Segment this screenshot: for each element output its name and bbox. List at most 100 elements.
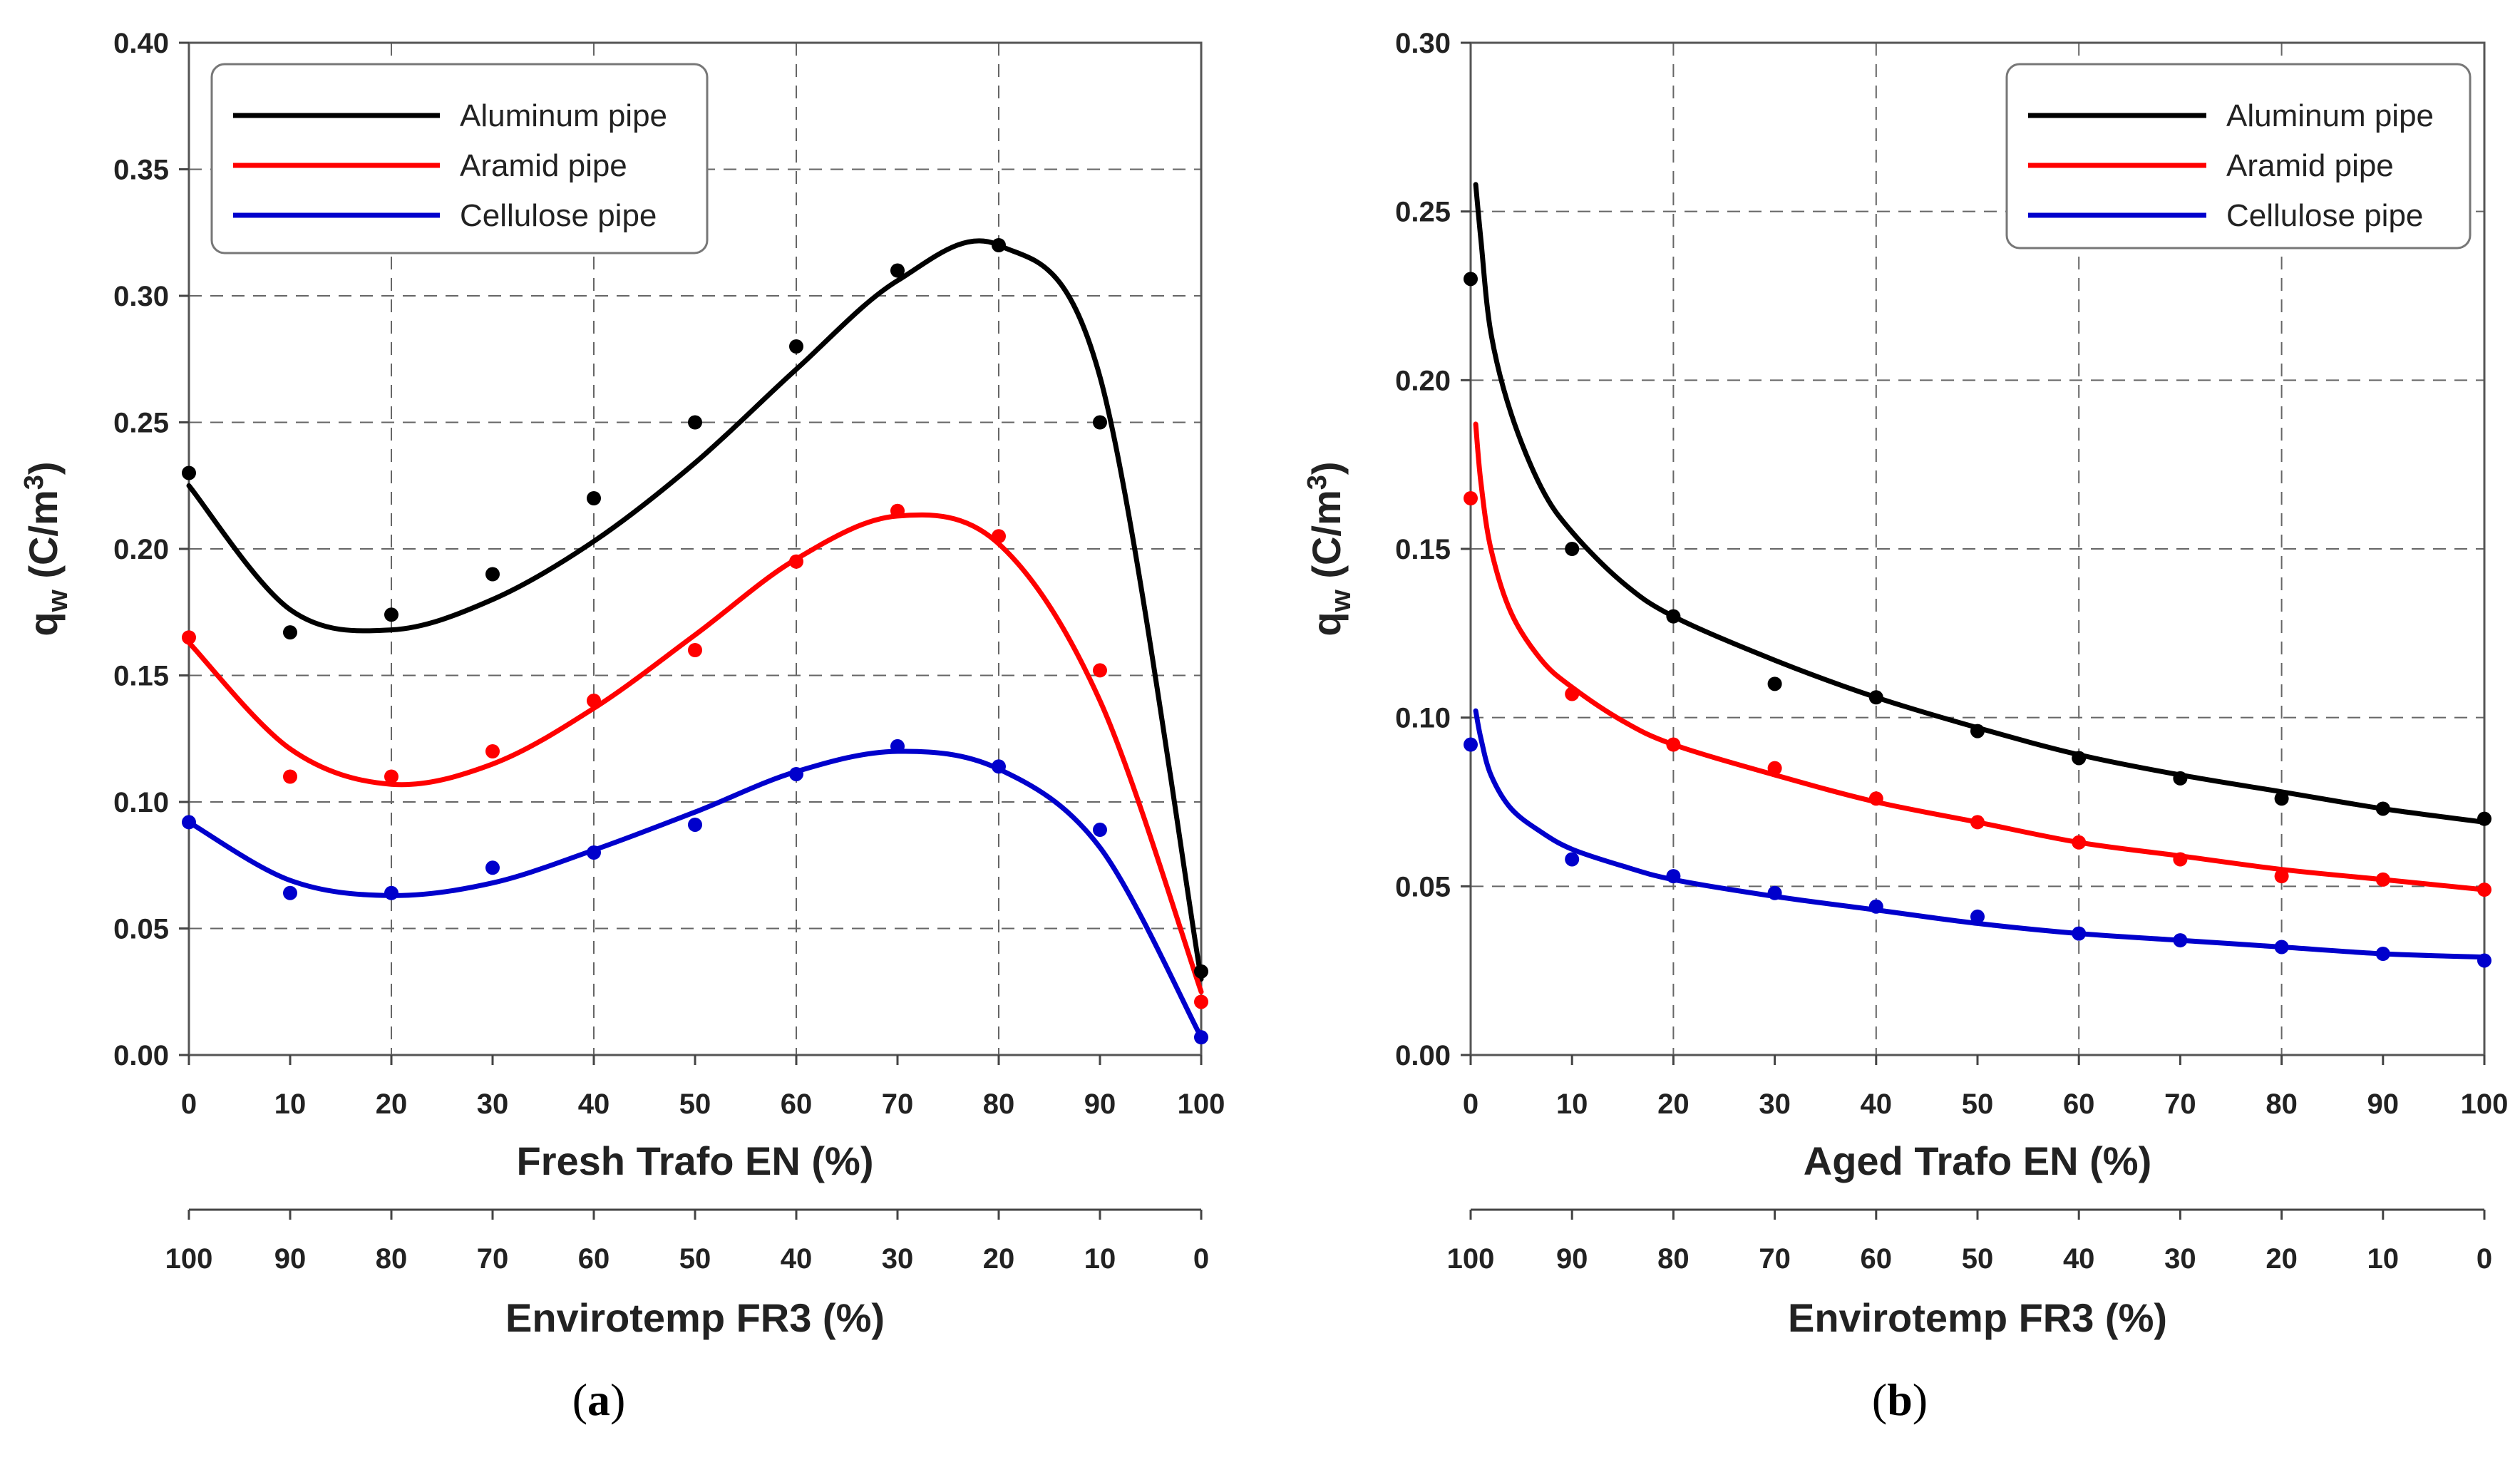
data-point-aluminum-pipe bbox=[384, 607, 398, 622]
x-tick-label: 10 bbox=[1556, 1089, 1588, 1120]
x-tick-label: 40 bbox=[578, 1089, 610, 1120]
x-tick-label: 40 bbox=[1861, 1089, 1893, 1120]
data-point-aluminum-pipe bbox=[182, 465, 196, 480]
data-point-cellulose-pipe bbox=[1093, 823, 1107, 838]
y-tick-label: 0.15 bbox=[113, 661, 169, 692]
data-point-aramid-pipe bbox=[1565, 686, 1580, 701]
x-ticks: 0 10 20 30 40 50 60 70 80 90 100 bbox=[1463, 1055, 2509, 1120]
legend-label: Aramid pipe bbox=[460, 148, 627, 183]
x-tick-label: 70 bbox=[2164, 1089, 2196, 1120]
data-point-cellulose-pipe bbox=[182, 815, 196, 830]
secondary-x-tick-label: 100 bbox=[1447, 1243, 1495, 1275]
secondary-x-tick-label: 10 bbox=[1084, 1243, 1116, 1275]
data-point-cellulose-pipe bbox=[485, 860, 500, 875]
data-point-aramid-pipe bbox=[1868, 791, 1883, 806]
y-tick-label: 0.15 bbox=[1395, 534, 1451, 565]
data-point-aluminum-pipe bbox=[485, 567, 500, 582]
secondary-x-tick-label: 30 bbox=[882, 1243, 914, 1275]
x-tick-label: 90 bbox=[1084, 1089, 1116, 1120]
data-point-cellulose-pipe bbox=[992, 759, 1006, 774]
legend-label: Cellulose pipe bbox=[2226, 198, 2423, 233]
y-tick-label: 0.35 bbox=[113, 155, 169, 186]
y-tick-label: 0.40 bbox=[113, 28, 169, 59]
secondary-x-axis: 100 90 80 70 60 50 40 30 20 10 0 bbox=[1447, 1208, 2492, 1275]
data-point-aramid-pipe bbox=[2173, 852, 2188, 867]
secondary-x-tick-label: 40 bbox=[2063, 1243, 2095, 1275]
secondary-x-tick-label: 40 bbox=[781, 1243, 813, 1275]
y-tick-label: 0.25 bbox=[1395, 197, 1451, 228]
y-tick-label: 0.10 bbox=[113, 787, 169, 818]
data-point-cellulose-pipe bbox=[587, 845, 601, 860]
data-point-aluminum-pipe bbox=[283, 625, 297, 640]
x-tick-label: 100 bbox=[2461, 1089, 2509, 1120]
y-tick-label: 0.20 bbox=[1395, 365, 1451, 396]
secondary-x-tick-label: 20 bbox=[2266, 1243, 2298, 1275]
secondary-x-tick-label: 60 bbox=[1861, 1243, 1893, 1275]
data-point-aramid-pipe bbox=[2477, 882, 2491, 897]
data-point-cellulose-pipe bbox=[688, 817, 702, 832]
y-axis-title: qw (C/m3) bbox=[1302, 461, 1357, 636]
y-tick-label: 0.30 bbox=[1395, 28, 1451, 59]
secondary-x-tick-label: 0 bbox=[1193, 1243, 1209, 1275]
data-point-aramid-pipe bbox=[890, 503, 905, 518]
data-point-aluminum-pipe bbox=[2173, 771, 2188, 786]
secondary-x-tick-label: 0 bbox=[2477, 1243, 2492, 1275]
data-point-aramid-pipe bbox=[2375, 872, 2390, 887]
data-point-aramid-pipe bbox=[485, 744, 500, 758]
x-tick-label: 30 bbox=[1759, 1089, 1791, 1120]
data-point-aramid-pipe bbox=[283, 769, 297, 784]
series-line-cellulose-pipe bbox=[186, 748, 1204, 1040]
y-tick-label: 0.20 bbox=[113, 534, 169, 565]
y-tick-label: 0.30 bbox=[113, 281, 169, 312]
data-point-aluminum-pipe bbox=[1767, 676, 1782, 691]
data-point-cellulose-pipe bbox=[1970, 909, 1985, 924]
secondary-x-tick-label: 30 bbox=[2164, 1243, 2196, 1275]
y-tick-label: 0.05 bbox=[1395, 871, 1451, 902]
legend-label: Aramid pipe bbox=[2226, 148, 2394, 183]
data-point-aramid-pipe bbox=[789, 554, 803, 569]
x-tick-label: 20 bbox=[376, 1089, 408, 1120]
data-point-cellulose-pipe bbox=[1565, 852, 1580, 867]
y-axis-title: qw (C/m3) bbox=[19, 461, 73, 636]
legend-label: Aluminum pipe bbox=[2226, 98, 2434, 133]
data-point-cellulose-pipe bbox=[384, 885, 398, 900]
legend-label: Cellulose pipe bbox=[460, 198, 657, 233]
data-point-aluminum-pipe bbox=[1868, 690, 1883, 705]
secondary-x-tick-label: 60 bbox=[578, 1243, 610, 1275]
x-ticks: 0 10 20 30 40 50 60 70 80 90 100 bbox=[181, 1055, 1225, 1120]
legend: Aluminum pipe Aramid pipe Cellulose pipe bbox=[210, 63, 709, 254]
x-tick-label: 0 bbox=[1463, 1089, 1478, 1120]
data-point-aluminum-pipe bbox=[1093, 415, 1107, 430]
data-point-aluminum-pipe bbox=[1970, 724, 1985, 739]
data-point-aramid-pipe bbox=[182, 630, 196, 645]
secondary-x-tick-label: 50 bbox=[1962, 1243, 1994, 1275]
data-point-aramid-pipe bbox=[1464, 491, 1478, 505]
x-axis-title: Aged Trafo EN (%) bbox=[1804, 1138, 2151, 1183]
panel-caption: (a) bbox=[572, 1374, 626, 1425]
y-ticks: 0.00 0.05 0.10 0.15 0.20 0.25 0.30 bbox=[1395, 28, 1471, 1071]
series-line-aluminum-pipe bbox=[186, 238, 1204, 982]
secondary-x-tick-label: 10 bbox=[2367, 1243, 2400, 1275]
data-point-aluminum-pipe bbox=[2072, 751, 2087, 766]
x-tick-label: 0 bbox=[181, 1089, 197, 1120]
data-point-cellulose-pipe bbox=[283, 885, 297, 900]
secondary-x-tick-label: 70 bbox=[1759, 1243, 1791, 1275]
secondary-x-tick-label: 20 bbox=[983, 1243, 1015, 1275]
data-point-aramid-pipe bbox=[2274, 869, 2289, 884]
panel-caption: (b) bbox=[1872, 1374, 1928, 1425]
y-tick-label: 0.00 bbox=[1395, 1040, 1451, 1071]
y-tick-label: 0.00 bbox=[113, 1040, 169, 1071]
chart-panel-a: 0.00 0.05 0.10 0.15 0.20 0.25 0.30 0.35 0.40 0 10… bbox=[19, 28, 1225, 1425]
data-point-aluminum-pipe bbox=[890, 263, 905, 278]
data-point-cellulose-pipe bbox=[2173, 933, 2188, 948]
data-point-cellulose-pipe bbox=[1868, 899, 1883, 914]
series-lines bbox=[1473, 182, 2487, 960]
data-point-cellulose-pipe bbox=[2072, 926, 2087, 941]
data-point-aluminum-pipe bbox=[2274, 791, 2289, 806]
secondary-x-tick-label: 90 bbox=[1556, 1243, 1588, 1275]
data-point-aluminum-pipe bbox=[1666, 609, 1681, 624]
data-point-aramid-pipe bbox=[1767, 761, 1782, 776]
chart-panel-b: 0.00 0.05 0.10 0.15 0.20 0.25 0.30 0 10 20 30 40 50… bbox=[1302, 28, 2508, 1425]
y-tick-label: 0.25 bbox=[113, 408, 169, 439]
